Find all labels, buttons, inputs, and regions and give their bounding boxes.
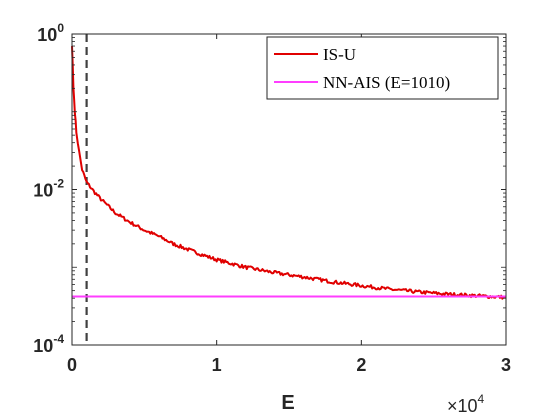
svg-text:×104: ×104 <box>447 392 485 416</box>
legend-label-is-u: IS-U <box>323 45 356 64</box>
x-tick-label-3: 3 <box>501 355 511 375</box>
y-tick-label-exponent-2: 0 <box>57 21 64 35</box>
y-tick-label-0: 10-4 <box>33 332 64 356</box>
x-tick-label-2: 2 <box>356 355 366 375</box>
y-tick-label-base-0: 10 <box>33 336 53 356</box>
x-multiplier-base: ×10 <box>447 396 478 416</box>
y-tick-label-exponent-1: -2 <box>53 177 64 191</box>
y-tick-label-2: 100 <box>37 21 64 45</box>
y-tick-label-1: 10-2 <box>33 177 64 201</box>
series-line-0 <box>71 46 507 300</box>
legend: IS-U NN-AIS (E=1010) <box>266 36 499 100</box>
x-axis-label: E <box>281 392 294 414</box>
x-multiplier: ×104 <box>447 392 485 416</box>
x-tick-label-0: 0 <box>67 355 77 375</box>
series-layer <box>71 34 507 345</box>
y-tick-label-base-1: 10 <box>33 181 53 201</box>
y-tick-label-exponent-0: -4 <box>53 332 64 346</box>
x-multiplier-exponent: 4 <box>478 392 485 406</box>
legend-label-nn-ais: NN-AIS (E=1010) <box>323 73 450 92</box>
x-tick-label-1: 1 <box>212 355 222 375</box>
y-tick-label-base-2: 10 <box>37 25 57 45</box>
legend-box <box>266 36 499 100</box>
